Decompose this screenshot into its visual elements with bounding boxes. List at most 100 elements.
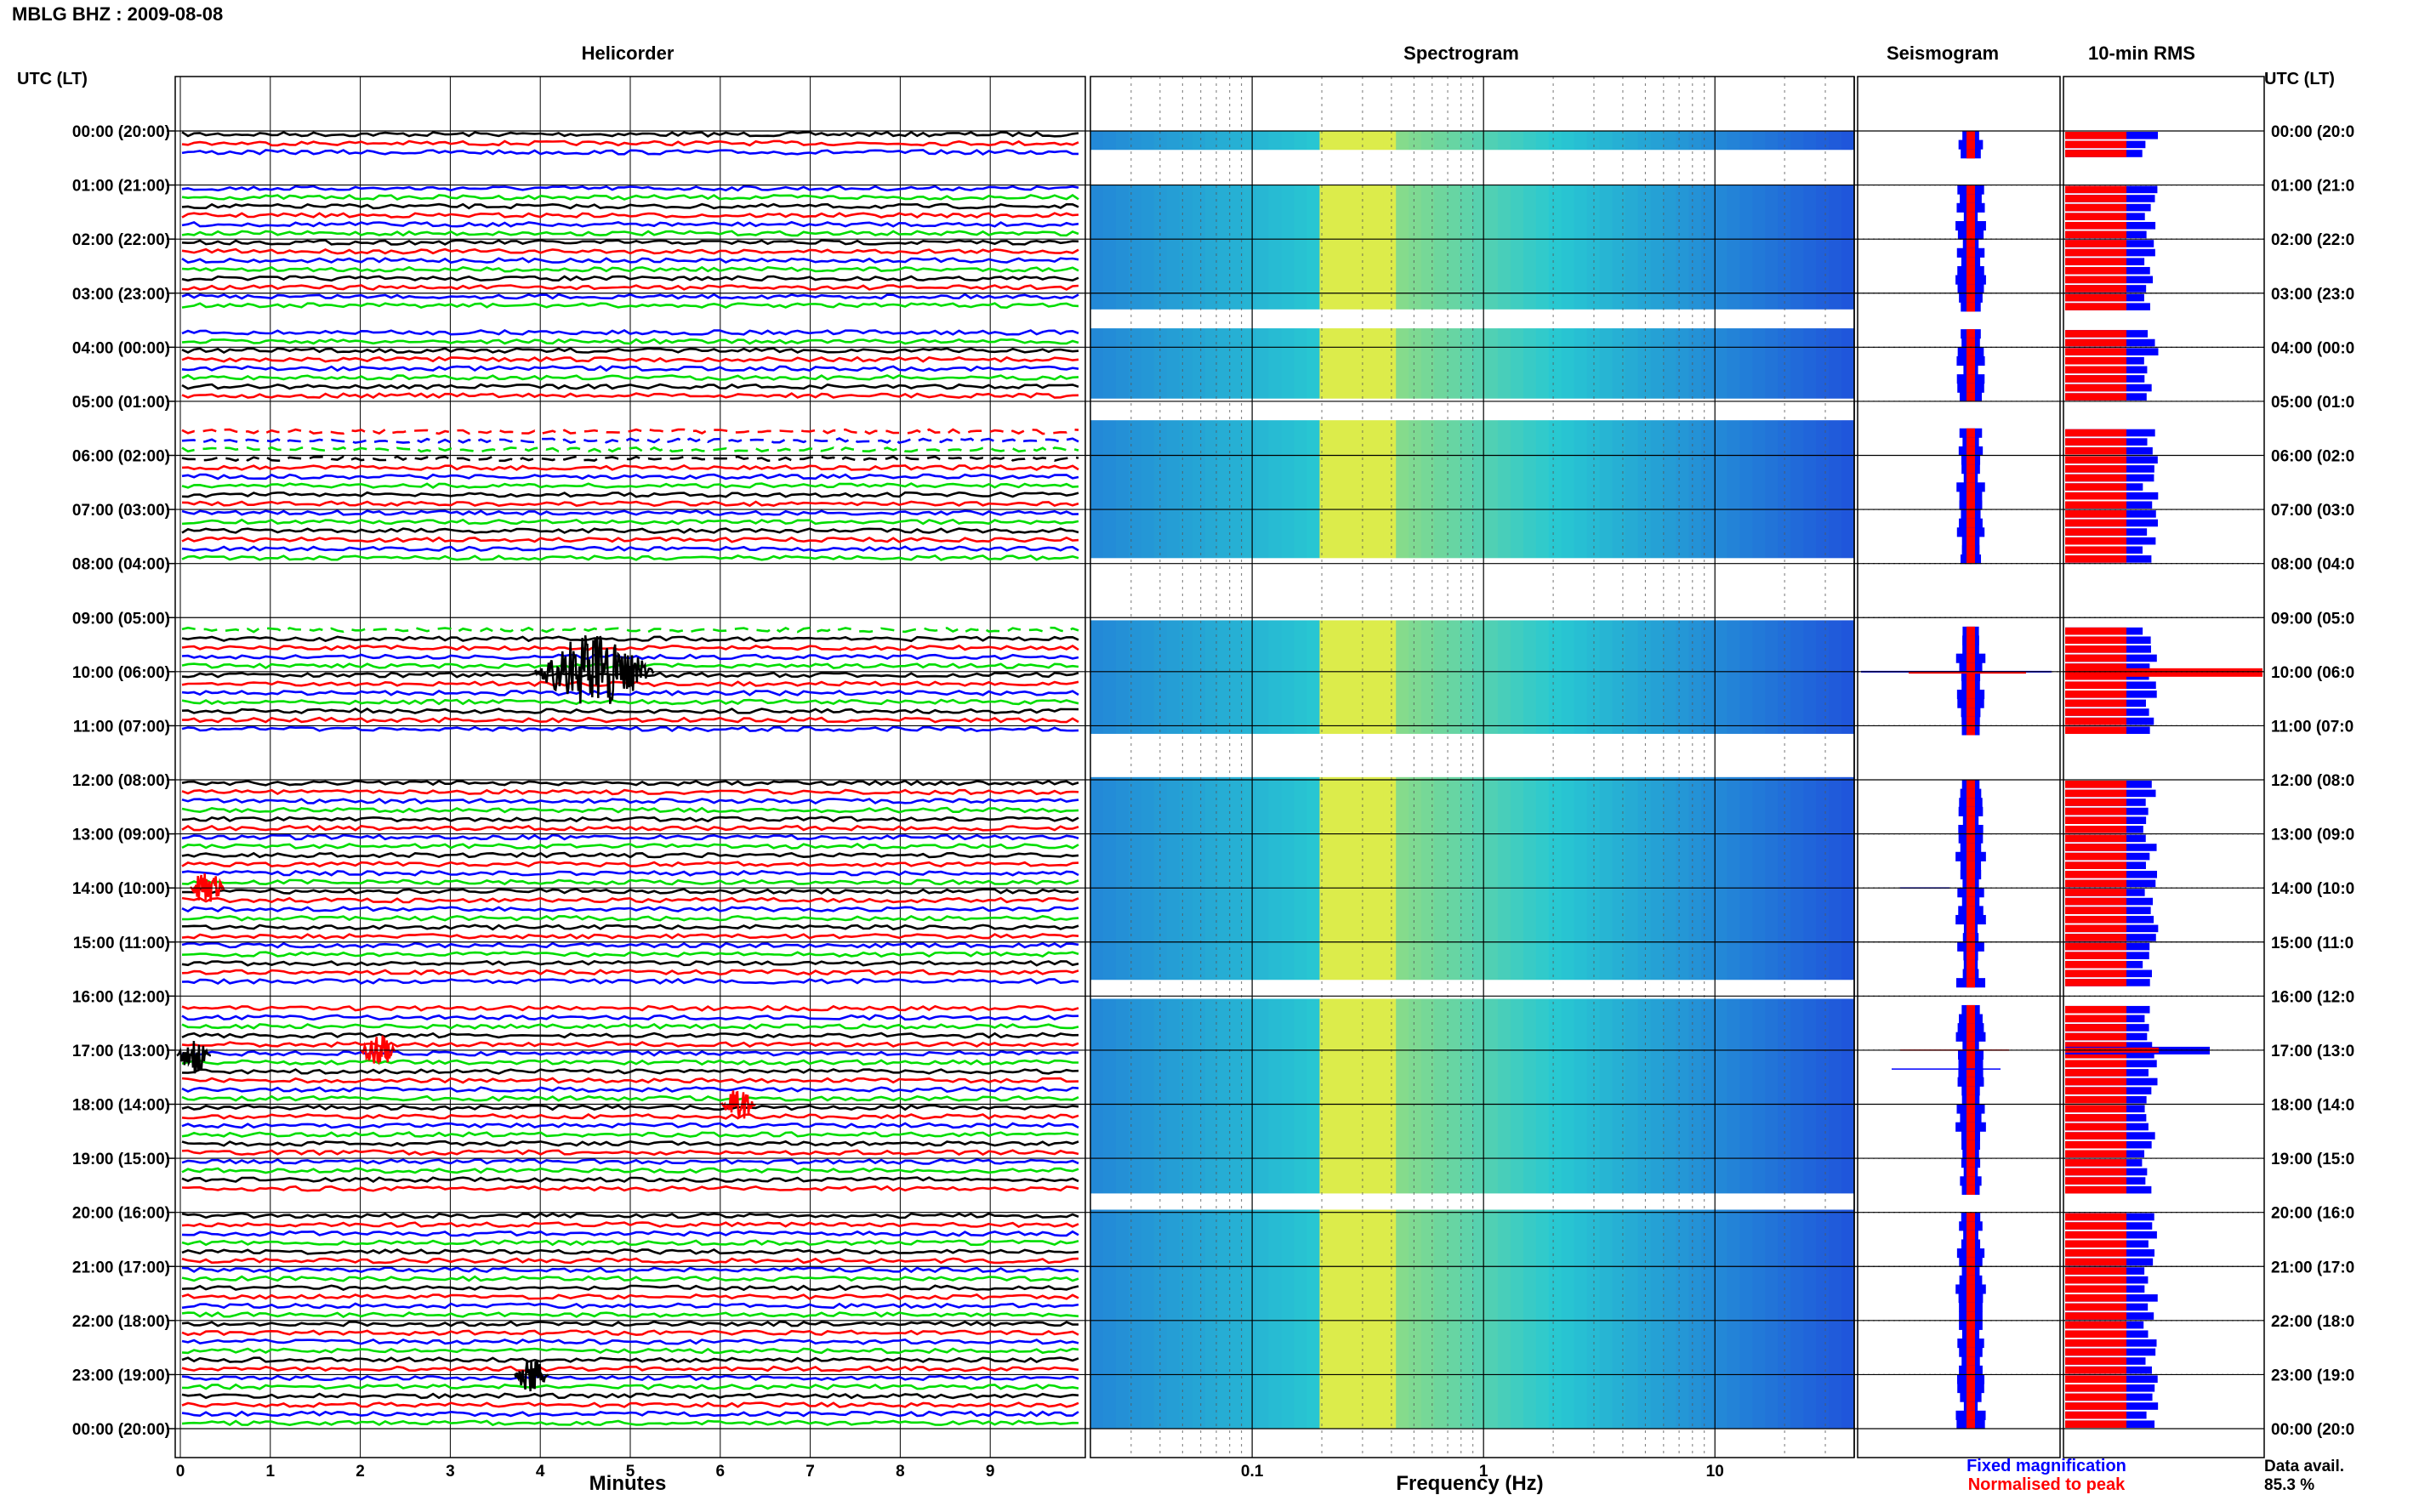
- helicorder-trace: [181, 1239, 1079, 1247]
- legend-normalised: Normalised to peak: [1968, 1475, 2126, 1494]
- helicorder-trace: [181, 1212, 1079, 1219]
- seismogram-normalised: [1967, 392, 1975, 402]
- seismic-event: [176, 1041, 212, 1074]
- panel-title-spectrogram: Spectrogram: [1403, 43, 1519, 64]
- helicorder-trace: [181, 446, 1079, 453]
- seismogram-normalised: [1967, 455, 1975, 465]
- helicorder-trace: [181, 1320, 1079, 1327]
- helicorder-trace: [181, 816, 1079, 823]
- seismogram-normalised: [1967, 816, 1975, 826]
- spectrogram-gap: [1090, 398, 1854, 421]
- helicorder-trace: [181, 788, 1079, 796]
- rms-bar-normalised: [2065, 1050, 2126, 1059]
- helicorder-trace: [181, 212, 1079, 219]
- seismogram-normalised: [1967, 518, 1975, 528]
- seismogram-normalised: [1967, 257, 1975, 267]
- helicorder-trace: [181, 1149, 1079, 1157]
- seismic-event: [720, 1090, 756, 1119]
- helicorder-trace: [181, 906, 1079, 912]
- seismogram-normalised: [1967, 1284, 1975, 1294]
- rms-bar-normalised: [2065, 1411, 2126, 1419]
- seismogram-normalised: [1967, 1248, 1975, 1259]
- seismogram-normalised: [1967, 338, 1975, 348]
- rms-bar-normalised: [2065, 492, 2126, 500]
- rms-bar-normalised: [2065, 1095, 2126, 1104]
- rms-bar-normalised: [2065, 1285, 2126, 1293]
- helicorder-trace: [181, 924, 1079, 931]
- seismogram-normalised: [1967, 473, 1975, 483]
- rms-bar-normalised: [2065, 717, 2126, 725]
- helicorder-trace: [181, 1338, 1079, 1345]
- rms-bar-normalised: [2065, 627, 2126, 635]
- seismogram-normalised: [1967, 212, 1975, 222]
- helicorder-trace: [181, 951, 1079, 958]
- helicorder-trace: [181, 455, 1079, 463]
- seismogram-normalised: [1967, 1347, 1975, 1357]
- minute-tick-label: 2: [356, 1463, 365, 1481]
- helicorder-trace: [181, 644, 1079, 651]
- rms-bar-normalised: [2065, 681, 2126, 690]
- helicorder-trace: [181, 1284, 1079, 1292]
- helicorder-trace: [181, 437, 1079, 445]
- helicorder-trace: [181, 473, 1079, 480]
- rms-bar-normalised: [2065, 969, 2126, 978]
- hour-label-left: 15:00 (11:00): [73, 935, 170, 952]
- helicorder-trace: [181, 257, 1079, 264]
- seismogram-normalised: [1967, 1230, 1975, 1240]
- hour-label-right: 20:00 (16:0: [2271, 1205, 2354, 1223]
- helicorder-trace: [181, 463, 1079, 471]
- seismic-event: [190, 873, 225, 902]
- rms-bar-normalised: [2065, 1123, 2126, 1131]
- seismogram-normalised: [1967, 527, 1975, 537]
- seismogram-normalised: [1967, 662, 1975, 673]
- rms-bar-normalised: [2065, 799, 2126, 806]
- hour-label-right: 13:00 (09:0: [2271, 827, 2354, 844]
- seismogram-normalised: [1967, 708, 1975, 718]
- seismogram-normalised: [1967, 653, 1975, 663]
- hour-label-right: 12:00 (08:0: [2271, 772, 2354, 790]
- rms-bar-normalised: [2065, 1267, 2126, 1275]
- hour-label-right: 21:00 (17:0: [2271, 1259, 2354, 1276]
- helicorder-trace: [181, 1230, 1079, 1237]
- helicorder-trace: [181, 888, 1079, 895]
- panel-title-rms: 10-min RMS: [2088, 43, 2195, 64]
- helicorder-trace: [181, 1041, 1079, 1049]
- seismogram-normalised: [1967, 1086, 1975, 1096]
- rms-bar-normalised: [2065, 240, 2126, 247]
- hour-label-left: 12:00 (08:00): [72, 772, 170, 790]
- helicorder-trace: [181, 293, 1079, 300]
- panel-title-helicorder: Helicorder: [582, 43, 674, 64]
- seismogram-normalised: [1967, 924, 1975, 934]
- rms-bar-normalised: [2065, 230, 2126, 239]
- rms-bar-normalised: [2065, 834, 2126, 843]
- helicorder-trace: [181, 1004, 1079, 1012]
- helicorder-trace: [181, 833, 1079, 841]
- legend-fixed: Fixed magnification: [1967, 1457, 2126, 1475]
- rms-bar-normalised: [2065, 203, 2126, 212]
- hour-label-left: 10:00 (06:00): [72, 664, 170, 682]
- helicorder-trace: [181, 1257, 1079, 1265]
- rms-bar-normalised: [2065, 456, 2126, 464]
- seismogram-normalised: [1967, 824, 1975, 835]
- rms-bar-normalised: [2065, 691, 2126, 698]
- hour-label-right: 04:00 (00:0: [2271, 339, 2354, 357]
- helicorder-trace: [181, 1302, 1079, 1310]
- rms-bar-normalised: [2065, 1231, 2126, 1239]
- helicorder-trace: [181, 275, 1079, 282]
- seismogram-normalised: [1967, 1167, 1975, 1177]
- rms-bar-normalised: [2065, 528, 2126, 536]
- rms-bar-normalised: [2065, 356, 2126, 365]
- minute-tick-label: 6: [716, 1463, 726, 1481]
- rms-bar-normalised: [2065, 474, 2126, 482]
- seismogram-normalised: [1967, 509, 1975, 520]
- minute-tick-label: 5: [626, 1463, 635, 1481]
- helicorder-trace: [181, 383, 1079, 390]
- rms-bar-normalised: [2065, 952, 2126, 959]
- figure-title: MBLG BHZ : 2009-08-08: [12, 3, 223, 25]
- helicorder-trace: [181, 1383, 1079, 1390]
- rms-bar-normalised: [2065, 446, 2126, 455]
- seismic-event: [533, 635, 655, 704]
- seismogram-normalised: [1967, 1176, 1975, 1186]
- seismogram-normalised: [1967, 626, 1975, 636]
- helicorder-trace: [181, 689, 1079, 696]
